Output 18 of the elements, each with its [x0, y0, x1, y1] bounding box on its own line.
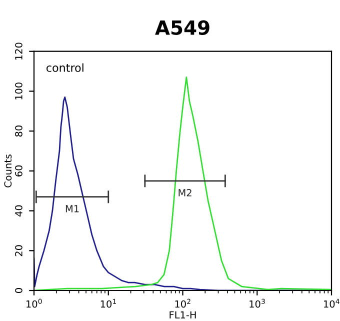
- x-tick-label: 10$^{1}$: [100, 298, 116, 308]
- y-tick-label: 60: [15, 165, 22, 176]
- y-tick-label: 20: [15, 245, 22, 256]
- y-tick-label: 100: [15, 82, 22, 100]
- x-tick-label: 10$^{3}$: [250, 298, 265, 308]
- y-tick-label: 80: [15, 126, 22, 137]
- y-axis-title: Counts: [4, 154, 12, 188]
- x-tick-label: 10$^{4}$: [324, 298, 340, 308]
- series-label: M1: [66, 205, 79, 212]
- y-tick-label: 120: [15, 42, 22, 60]
- x-tick-label: 10$^{0}$: [26, 298, 42, 308]
- y-tick-label: 40: [15, 205, 22, 216]
- x-tick-label: 10$^{2}$: [175, 298, 190, 308]
- chart-title: A549: [155, 20, 210, 35]
- series-label: M2: [178, 189, 192, 196]
- y-tick-label: 0: [15, 288, 22, 293]
- x-axis-title: FL1-H: [170, 311, 196, 318]
- annotation: control: [46, 63, 84, 72]
